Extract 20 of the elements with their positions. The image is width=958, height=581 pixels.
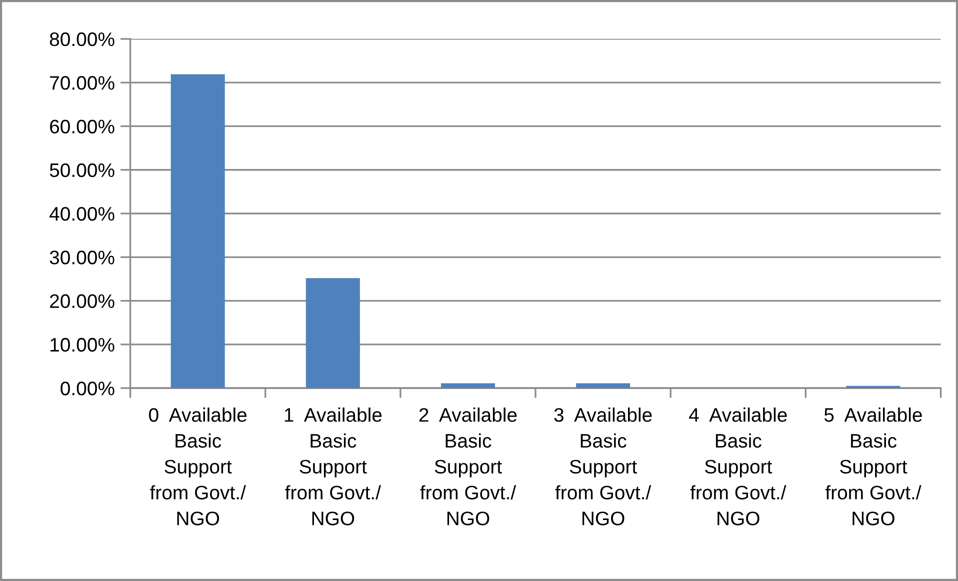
- x-tick-label: 5 Available Basic Support from Govt./ NGO: [824, 408, 922, 526]
- bar: [440, 383, 495, 388]
- x-tick-label: 2 Available Basic Support from Govt./ NGO: [419, 408, 517, 526]
- y-tick-label: 20.00%: [50, 294, 114, 308]
- bar: [576, 383, 630, 388]
- y-tick-label: 40.00%: [50, 206, 114, 221]
- y-tick-label: 50.00%: [50, 163, 114, 178]
- y-tick-label: 30.00%: [50, 250, 114, 264]
- y-tick-label: 10.00%: [50, 338, 114, 352]
- y-tick-label: 80.00%: [50, 32, 114, 46]
- y-tick-label: 60.00%: [50, 120, 114, 134]
- x-tick-label: 4 Available Basic Support from Govt./ NGO: [689, 408, 787, 526]
- bar: [846, 386, 900, 388]
- bar: [170, 74, 225, 388]
- x-tick-label: 1 Available Basic Support from Govt./ NGO: [284, 408, 382, 526]
- x-tick-label: 3 Available Basic Support from Govt./ NGO: [554, 408, 652, 526]
- y-tick-label: 0.00%: [60, 382, 114, 396]
- x-tick-label: 0 Available Basic Support from Govt./ NGO: [149, 408, 247, 526]
- y-tick-label: 70.00%: [50, 76, 114, 90]
- bar: [306, 278, 360, 388]
